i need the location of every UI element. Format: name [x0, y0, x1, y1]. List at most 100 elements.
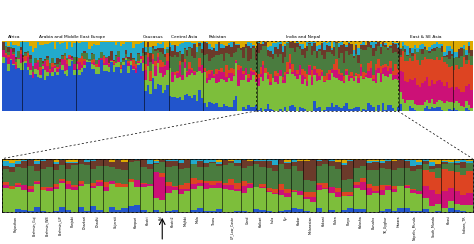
Bar: [259, 161, 266, 167]
Bar: [178, 160, 184, 163]
Bar: [424, 41, 426, 46]
Bar: [234, 189, 241, 191]
Bar: [255, 72, 257, 79]
Bar: [354, 209, 360, 212]
Bar: [316, 183, 322, 185]
Bar: [264, 41, 267, 42]
Bar: [372, 79, 374, 81]
Bar: [341, 210, 347, 212]
Bar: [54, 41, 56, 49]
Bar: [303, 49, 306, 58]
Bar: [198, 71, 201, 90]
Bar: [343, 41, 345, 44]
Bar: [414, 54, 416, 78]
Bar: [140, 184, 146, 187]
Bar: [176, 57, 179, 71]
Bar: [296, 47, 299, 70]
Bar: [372, 41, 374, 48]
Bar: [441, 57, 443, 82]
Bar: [350, 72, 353, 76]
Bar: [458, 58, 460, 69]
Bar: [286, 74, 289, 111]
Bar: [435, 163, 441, 168]
Bar: [465, 108, 468, 111]
Bar: [299, 65, 301, 75]
Bar: [32, 52, 34, 66]
Bar: [135, 73, 137, 111]
Bar: [159, 52, 162, 60]
Bar: [228, 41, 230, 43]
Bar: [360, 159, 366, 160]
Bar: [61, 41, 64, 43]
Bar: [372, 75, 374, 79]
Bar: [284, 57, 286, 72]
Bar: [401, 51, 404, 72]
Bar: [366, 188, 372, 195]
Bar: [303, 211, 310, 212]
Bar: [380, 47, 382, 54]
Bar: [223, 45, 225, 48]
Bar: [365, 73, 367, 75]
Bar: [269, 41, 272, 46]
Bar: [411, 53, 414, 56]
Bar: [27, 192, 34, 211]
Bar: [162, 67, 164, 77]
Bar: [277, 49, 279, 57]
Bar: [404, 52, 406, 61]
Bar: [220, 79, 223, 107]
Bar: [112, 72, 115, 111]
Bar: [306, 41, 309, 46]
Bar: [247, 183, 253, 188]
Bar: [322, 160, 328, 164]
Bar: [316, 51, 319, 58]
Bar: [147, 57, 149, 66]
Bar: [424, 102, 426, 108]
Bar: [2, 169, 9, 182]
Bar: [162, 62, 164, 67]
Bar: [61, 43, 64, 55]
Bar: [286, 41, 289, 42]
Bar: [397, 107, 399, 111]
Bar: [213, 41, 215, 48]
Bar: [326, 80, 328, 107]
Bar: [428, 86, 431, 103]
Bar: [468, 84, 470, 105]
Bar: [189, 42, 191, 47]
Bar: [19, 63, 22, 70]
Bar: [36, 62, 39, 70]
Bar: [460, 48, 463, 56]
Bar: [134, 187, 140, 205]
Bar: [118, 62, 120, 67]
Bar: [9, 49, 12, 59]
Bar: [112, 61, 115, 64]
Bar: [49, 73, 51, 111]
Bar: [100, 60, 103, 111]
Bar: [338, 107, 340, 111]
Bar: [120, 65, 122, 68]
Bar: [223, 104, 225, 111]
Bar: [230, 68, 233, 73]
Bar: [303, 48, 306, 49]
Text: Brahmin_WB: Brahmin_WB: [46, 215, 49, 236]
Bar: [399, 55, 401, 57]
Bar: [343, 62, 345, 76]
Bar: [174, 45, 176, 55]
Bar: [453, 90, 456, 103]
Bar: [166, 49, 169, 53]
Bar: [174, 97, 176, 111]
Bar: [44, 80, 46, 111]
Bar: [362, 79, 365, 109]
Bar: [278, 211, 284, 212]
Bar: [181, 41, 183, 43]
Bar: [59, 183, 65, 207]
Bar: [367, 63, 370, 71]
Bar: [431, 59, 433, 80]
Bar: [115, 187, 121, 210]
Bar: [54, 65, 56, 66]
Bar: [360, 190, 366, 209]
Bar: [228, 163, 234, 179]
Bar: [404, 168, 410, 185]
Bar: [372, 56, 374, 75]
Bar: [153, 198, 159, 210]
Bar: [56, 58, 59, 64]
